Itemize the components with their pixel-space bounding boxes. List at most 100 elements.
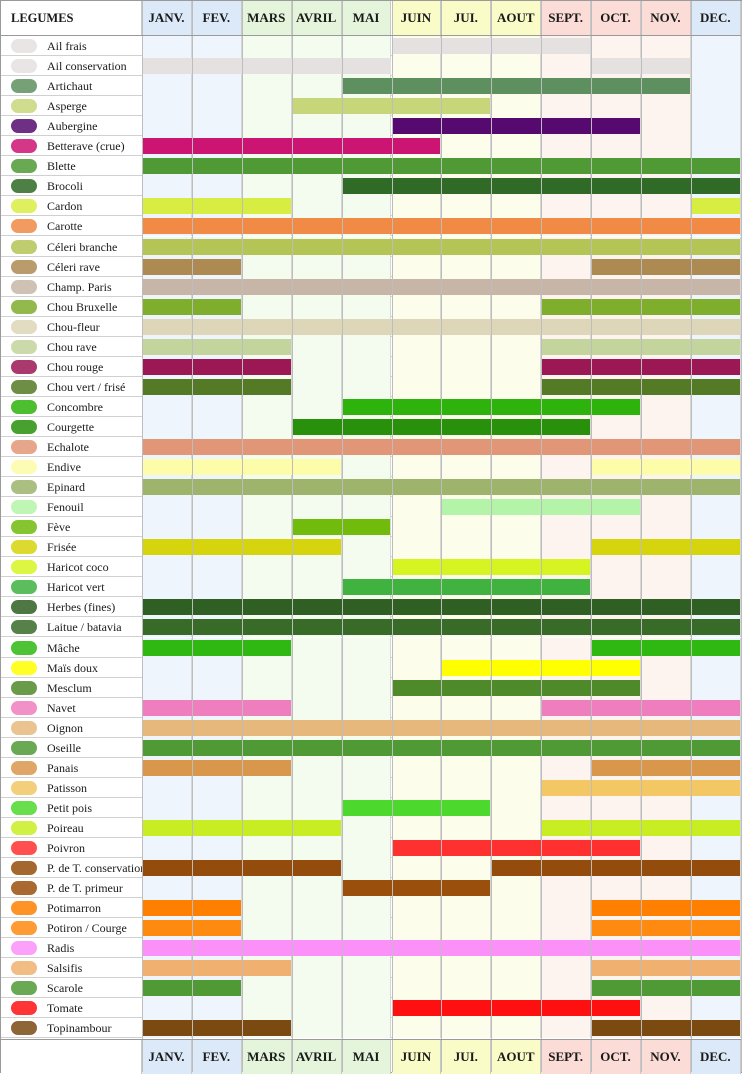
celery-icon (11, 239, 37, 254)
month-cell (541, 136, 592, 157)
season-bar (592, 459, 740, 476)
month-cell (391, 336, 442, 357)
vegetable-row: Oseille (1, 737, 741, 758)
month-cell (191, 677, 242, 698)
month-header-top-9: SEPT. (541, 1, 592, 35)
vegetable-row: Chou-fleur (1, 316, 741, 337)
red-cabbage-icon (11, 359, 37, 374)
vegetable-name: Concombre (47, 399, 103, 414)
month-cell (142, 878, 192, 899)
month-cell (142, 577, 192, 598)
month-cell (241, 497, 292, 518)
month-cell (191, 36, 242, 56)
month-cell (591, 416, 641, 437)
month-cell (641, 797, 691, 818)
month-cell (391, 517, 442, 538)
leek-icon (11, 820, 37, 835)
vegetable-row: Mâche (1, 637, 741, 658)
month-cell (191, 416, 242, 437)
month-cell (341, 757, 392, 778)
month-cell (641, 416, 691, 437)
brussels-sprout-icon (11, 299, 37, 314)
month-cell (341, 637, 392, 658)
coco-bean-icon (11, 560, 37, 575)
month-cell (142, 96, 192, 117)
month-cell (291, 557, 342, 578)
month-cell (690, 116, 741, 137)
month-cell (341, 116, 392, 137)
vegetable-row: Ail frais (1, 36, 741, 56)
vegetable-row: Brocoli (1, 176, 741, 197)
season-bar (342, 579, 591, 596)
pattypan-squash-icon (11, 780, 37, 795)
asparagus-icon (11, 99, 37, 114)
month-cell (641, 557, 691, 578)
month-cell (191, 96, 242, 117)
month-cell (391, 497, 442, 518)
month-cell (441, 196, 492, 217)
vegetable-row: Patisson (1, 777, 741, 798)
month-cell (591, 878, 641, 899)
vegetable-name: Blette (47, 159, 76, 174)
month-cell (142, 557, 192, 578)
month-cell (391, 978, 442, 999)
vegetable-name: Ail frais (47, 39, 87, 53)
month-cell (641, 396, 691, 417)
month-header-bottom-5: MAI (341, 1039, 392, 1074)
month-cell (341, 697, 392, 718)
season-bar (392, 679, 640, 696)
red-kuri-squash-icon (11, 901, 37, 916)
grid-line (391, 1, 393, 1072)
vegetable-name: Asperge (47, 99, 87, 114)
broccoli-icon (11, 179, 37, 194)
month-header-bottom-3: MARS (241, 1039, 292, 1074)
month-cell (541, 898, 592, 919)
corn-icon (11, 660, 37, 675)
vegetable-name: Potimarron (47, 901, 101, 916)
month-cell (391, 637, 442, 658)
season-bar (342, 799, 491, 816)
pumpkin-icon (11, 921, 37, 936)
month-cell (690, 76, 741, 97)
month-cell (142, 497, 192, 518)
season-bar (143, 1020, 291, 1037)
month-cell (541, 256, 592, 277)
vegetable-name: Chou Bruxelle (47, 299, 118, 314)
month-cell (291, 76, 342, 97)
beetroot-icon (11, 139, 37, 154)
vegetable-name: Oignon (47, 720, 83, 735)
month-header-bottom-2: FEV. (191, 1039, 242, 1074)
month-cell (341, 557, 392, 578)
month-cell (441, 898, 492, 919)
month-cell (191, 838, 242, 858)
month-cell (491, 697, 542, 718)
grid-line (641, 1, 642, 1072)
month-cell (591, 577, 641, 598)
month-cell (391, 56, 442, 77)
month-cell (690, 36, 741, 56)
month-cell (241, 677, 292, 698)
vegetable-row: Poireau (1, 817, 741, 838)
month-cell (641, 96, 691, 117)
month-cell (491, 457, 542, 478)
vegetable-name: Salsifis (47, 961, 83, 976)
month-cell (241, 898, 292, 919)
month-cell (191, 577, 242, 598)
vegetable-row: P. de T. conservation (1, 858, 741, 879)
month-cell (541, 56, 592, 77)
grid-line (142, 1, 143, 1072)
grid-line (341, 1, 343, 1072)
month-cell (491, 777, 542, 798)
month-cell (491, 196, 542, 217)
month-cell (341, 457, 392, 478)
grid-line (491, 1, 493, 1072)
month-cell (291, 657, 342, 678)
vegetable-name: Betterave (crue) (47, 139, 125, 154)
month-cell (441, 817, 492, 838)
month-cell (491, 817, 542, 838)
vegetable-name: Cardon (47, 199, 83, 214)
vegetable-name: Chou rouge (47, 359, 104, 374)
month-header-top-6: JUIN (391, 1, 442, 35)
month-cell (491, 136, 542, 157)
